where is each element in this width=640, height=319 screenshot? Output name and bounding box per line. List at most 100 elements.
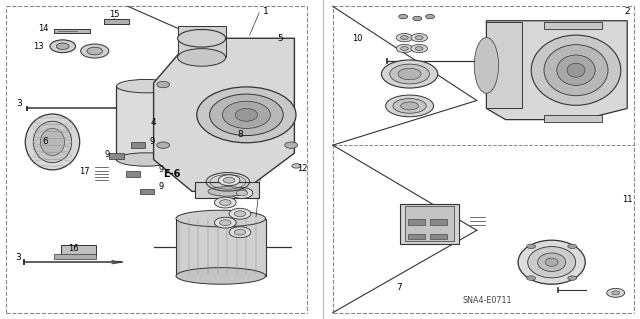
Circle shape [411,44,428,53]
Circle shape [527,244,536,249]
Text: 9: 9 [159,182,164,191]
Circle shape [229,208,251,219]
Ellipse shape [176,210,266,227]
Circle shape [413,16,422,21]
Ellipse shape [116,79,175,93]
Circle shape [56,43,69,49]
Bar [116,86,175,160]
Text: 17: 17 [79,167,90,176]
Bar [104,19,129,24]
Text: 7: 7 [396,283,401,292]
Bar [486,22,522,108]
Text: 14: 14 [38,24,49,33]
Ellipse shape [527,247,576,278]
Text: 11: 11 [622,195,632,204]
Bar [544,115,602,122]
Circle shape [411,33,428,42]
Bar [131,142,145,148]
Text: 9: 9 [150,137,155,146]
Circle shape [214,217,236,228]
Text: 6: 6 [42,137,47,146]
Circle shape [234,211,246,217]
Ellipse shape [531,35,621,105]
Circle shape [236,190,248,196]
Ellipse shape [538,253,566,271]
Circle shape [396,33,413,42]
Text: 8: 8 [237,130,243,139]
Ellipse shape [544,45,608,96]
Ellipse shape [40,128,65,155]
Polygon shape [486,21,627,120]
Bar [187,128,224,148]
Bar [54,254,96,259]
Ellipse shape [518,240,585,284]
Circle shape [220,200,231,205]
Circle shape [401,36,408,40]
Text: SNA4-E0711: SNA4-E0711 [463,296,513,305]
Text: 15: 15 [109,11,119,19]
Circle shape [229,227,251,238]
Bar [430,219,447,225]
Circle shape [214,197,236,208]
Circle shape [292,164,301,168]
Ellipse shape [381,60,438,88]
Circle shape [612,291,620,295]
Circle shape [568,244,577,249]
Ellipse shape [398,68,421,80]
Polygon shape [154,38,294,191]
Bar [126,171,140,177]
Text: 9: 9 [159,165,164,174]
Circle shape [285,142,298,148]
Ellipse shape [178,29,226,47]
Bar [408,234,425,239]
Ellipse shape [557,55,595,85]
Text: 10: 10 [352,34,362,43]
Bar [61,245,96,255]
Text: 4: 4 [151,118,156,127]
Ellipse shape [474,37,499,93]
Circle shape [157,81,170,88]
Bar [191,130,220,146]
Ellipse shape [567,63,585,77]
Text: 12: 12 [298,164,308,173]
Bar [140,189,154,194]
Ellipse shape [390,64,429,84]
Bar [408,219,425,225]
Circle shape [401,47,408,50]
Ellipse shape [26,114,80,170]
Ellipse shape [176,268,266,284]
Circle shape [415,36,423,40]
Ellipse shape [223,101,270,129]
Circle shape [223,177,235,183]
Bar [195,182,259,198]
Circle shape [81,44,109,58]
Circle shape [415,47,423,50]
Text: 13: 13 [33,42,44,51]
Bar [109,153,124,159]
Text: E-6: E-6 [163,169,180,179]
Text: 2: 2 [625,7,630,16]
Bar [178,26,226,57]
Ellipse shape [236,108,258,121]
Circle shape [220,220,231,226]
Circle shape [568,276,577,280]
Circle shape [231,188,253,198]
Circle shape [50,40,76,53]
Ellipse shape [197,87,296,143]
Bar [405,206,454,241]
Ellipse shape [208,187,246,196]
Ellipse shape [178,49,226,66]
Bar [176,219,266,276]
Bar [54,29,90,33]
Text: 3: 3 [15,253,20,262]
Bar [544,22,602,29]
Circle shape [87,47,102,55]
Bar [430,234,447,239]
Ellipse shape [116,153,175,166]
Circle shape [234,229,246,235]
Text: 16: 16 [68,244,79,253]
Circle shape [426,14,435,19]
Circle shape [527,276,536,280]
Circle shape [399,14,408,19]
Circle shape [396,44,413,53]
